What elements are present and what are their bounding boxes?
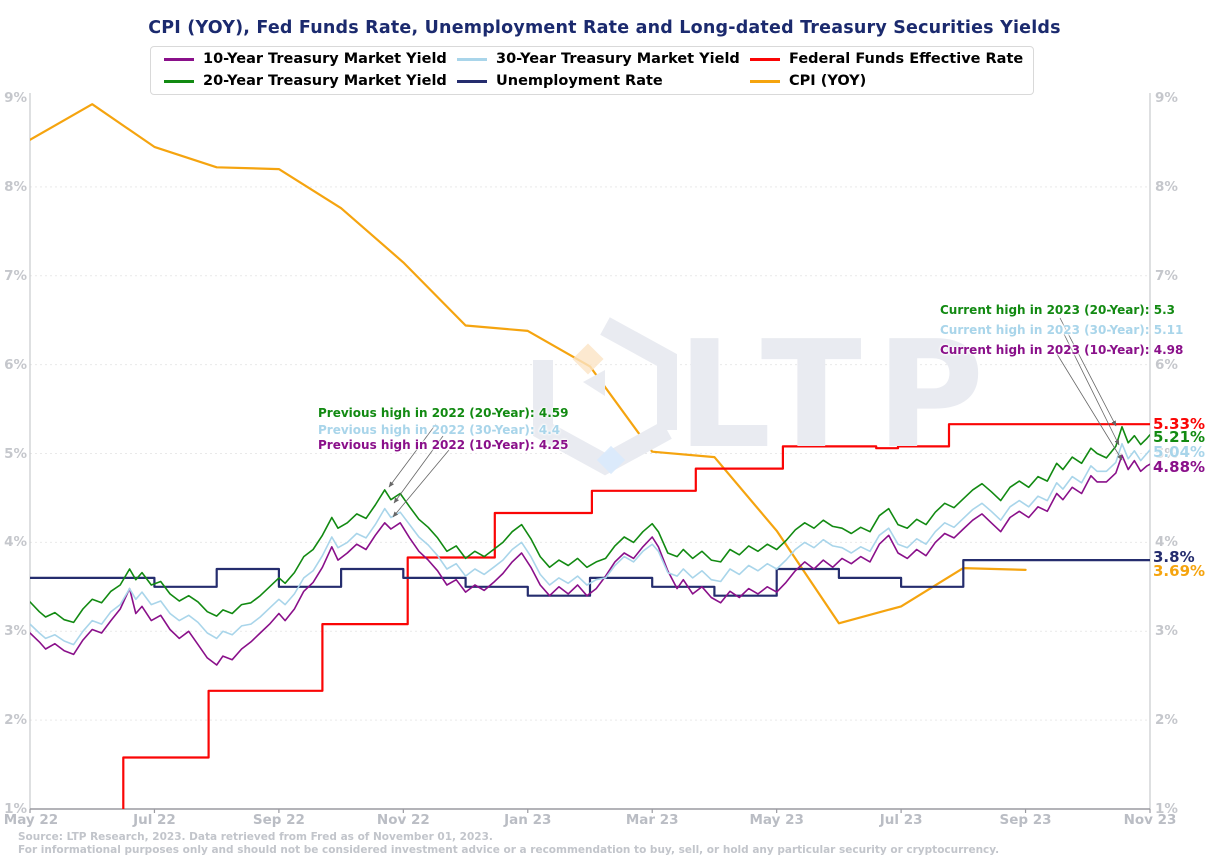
series-end-value-label: 3.8% xyxy=(1153,548,1195,567)
legend-item-label: Unemployment Rate xyxy=(496,73,663,89)
legend-item-label: 30-Year Treasury Market Yield xyxy=(496,51,740,67)
x-axis-label: Jul 22 xyxy=(133,812,176,828)
legend-swatch-icon xyxy=(164,79,194,83)
y-axis-label-right: 5% xyxy=(1155,445,1178,462)
series-line-unemployment-rate xyxy=(30,559,1150,597)
legend-item-label: 10-Year Treasury Market Yield xyxy=(203,51,447,67)
legend-swatch-icon xyxy=(750,57,780,61)
y-axis-label-left: 1% xyxy=(4,801,27,817)
x-axis-label: Mar 23 xyxy=(625,812,679,828)
x-axis-label: Jul 23 xyxy=(879,812,923,828)
legend-box: 10-Year Treasury Market Yield 30-Year Tre… xyxy=(150,46,1034,95)
series-lines xyxy=(30,103,1150,809)
annotation-current-high: Current high in 2023 (30-Year): 5.11 xyxy=(940,323,1184,337)
series-end-value-label: 5.33% xyxy=(1153,415,1206,434)
y-axis-label-left: 6% xyxy=(4,356,27,373)
y-axis-label-right: 3% xyxy=(1155,623,1178,640)
y-axis-label-right: 6% xyxy=(1155,356,1178,373)
x-axis-label: Sep 22 xyxy=(252,812,305,828)
annotation-arrow xyxy=(392,449,450,518)
x-axis-label: Jan 23 xyxy=(504,812,552,828)
annotation-current-high: Current high in 2023 (10-Year): 4.98 xyxy=(940,343,1184,357)
annotation-current-high: Current high in 2023 (20-Year): 5.3 xyxy=(940,303,1176,317)
annotation-arrow xyxy=(388,423,437,488)
y-axis-label-right: 8% xyxy=(1155,178,1178,195)
legend-swatch-icon xyxy=(164,57,194,61)
y-axis-label-left: 5% xyxy=(4,445,27,462)
y-axis-label-right: 7% xyxy=(1155,267,1178,284)
series-line-federal-funds-effective-rate xyxy=(122,423,1150,809)
annotation-previous-high: Previous high in 2022 (20-Year): 4.59 xyxy=(318,406,569,420)
annotation-arrow xyxy=(1056,353,1123,461)
annotation-arrows xyxy=(388,317,1123,518)
annotation-previous-high: Previous high in 2022 (10-Year): 4.25 xyxy=(318,438,569,452)
x-axis-label: May 22 xyxy=(3,812,59,828)
series-end-value-label: 5.04% xyxy=(1153,442,1206,461)
y-axis-label-left: 2% xyxy=(4,712,27,729)
chart-title: CPI (YOY), Fed Funds Rate, Unemployment … xyxy=(148,18,1061,38)
series-line-10-year-treasury-market-yield xyxy=(30,454,1150,666)
annotation-arrow xyxy=(1059,317,1117,427)
y-axis-label-left: 7% xyxy=(4,267,27,284)
legend-item: 20-Year Treasury Market Yield xyxy=(151,73,447,89)
footer-source-line: Source: LTP Research, 2023. Data retriev… xyxy=(18,831,493,843)
legend-item: 10-Year Treasury Market Yield xyxy=(151,51,447,67)
legend-swatch-icon xyxy=(457,79,487,83)
y-axis-label-right: 9% xyxy=(1155,90,1178,106)
series-end-value-label: 4.88% xyxy=(1153,457,1206,476)
series-line-cpi-yoy- xyxy=(30,103,1027,625)
annotation-previous-high: Previous high in 2022 (30-Year): 4.4 xyxy=(318,423,561,437)
x-axis-label: Sep 23 xyxy=(999,812,1052,828)
annotation-arrow xyxy=(1063,333,1120,446)
y-axis-label-right: 4% xyxy=(1155,534,1178,551)
legend-item: Federal Funds Effective Rate xyxy=(737,51,1029,67)
y-axis-label-left: 3% xyxy=(4,623,27,640)
legend-item-label: Federal Funds Effective Rate xyxy=(789,51,1024,67)
y-axis-label-right: 2% xyxy=(1155,712,1178,729)
y-axis-label-right: 1% xyxy=(1155,801,1178,817)
series-line-30-year-treasury-market-yield xyxy=(30,442,1150,646)
legend-item: Unemployment Rate xyxy=(444,73,737,89)
legend-item-label: 20-Year Treasury Market Yield xyxy=(203,73,447,89)
footer-disclaimer-line: For informational purposes only and shou… xyxy=(18,844,1000,856)
legend-item-label: CPI (YOY) xyxy=(789,73,867,89)
y-axis-label-left: 8% xyxy=(4,178,27,195)
y-axis-label-left: 9% xyxy=(4,90,27,106)
gridlines xyxy=(30,186,1150,721)
series-line-20-year-treasury-market-yield xyxy=(30,426,1150,624)
x-axis-label: Nov 22 xyxy=(376,812,430,828)
legend-swatch-icon xyxy=(750,79,780,83)
y-axis-label-left: 4% xyxy=(4,534,27,551)
x-axis-label: Nov 23 xyxy=(1123,812,1177,828)
x-axis-label: May 23 xyxy=(749,812,804,828)
annotation-arrow xyxy=(393,435,444,504)
legend-item: CPI (YOY) xyxy=(737,73,1029,89)
series-end-value-label: 3.69% xyxy=(1153,561,1206,580)
legend-item: 30-Year Treasury Market Yield xyxy=(444,51,740,67)
series-end-value-label: 5.21% xyxy=(1153,427,1206,446)
legend-swatch-icon xyxy=(457,57,487,61)
